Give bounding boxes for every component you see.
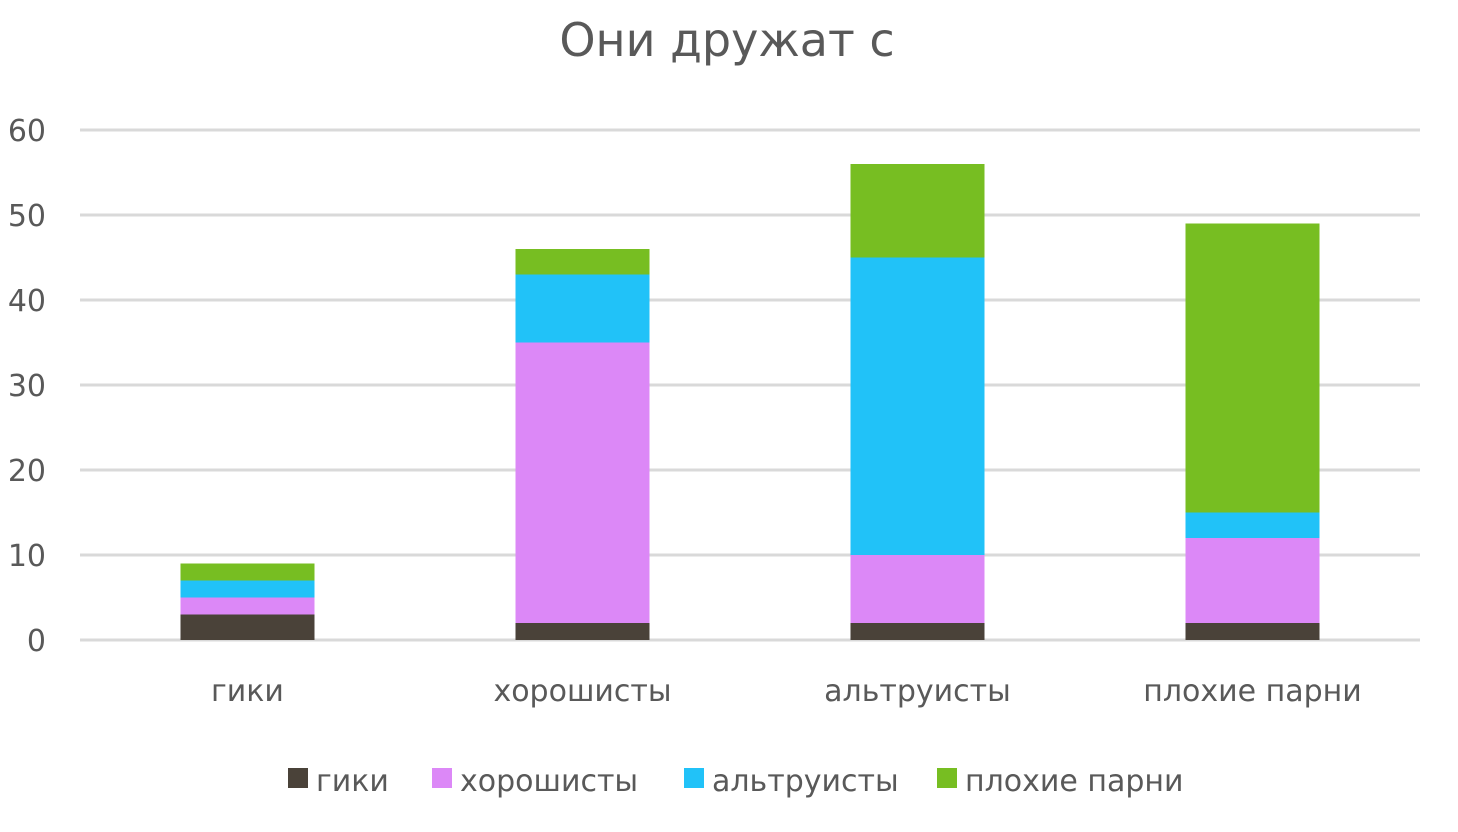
bar-segment: [850, 257, 985, 555]
legend-swatch: [288, 768, 308, 788]
bar-segment: [180, 580, 315, 598]
bar-segment: [1185, 512, 1320, 538]
legend-label: хорошисты: [460, 764, 638, 799]
y-axis-ticks: 0 10 20 30 40 50 60: [8, 114, 46, 659]
gridlines: [80, 128, 1420, 642]
bar-segment: [850, 555, 985, 623]
legend-swatch: [937, 768, 957, 788]
legend-swatch: [432, 768, 452, 788]
bars: [180, 164, 1320, 640]
x-axis-categories: гики хорошисты альтруисты плохие парни: [211, 674, 1362, 709]
x-category-label: хорошисты: [493, 674, 671, 709]
y-tick-label: 20: [8, 454, 46, 489]
y-tick-label: 0: [27, 624, 46, 659]
bar-segment: [180, 597, 315, 615]
bar-segment: [1185, 623, 1320, 640]
bar-segment: [1185, 223, 1320, 513]
x-category-label: плохие парни: [1143, 674, 1362, 709]
bar-segment: [180, 614, 315, 640]
legend-label: альтруисты: [712, 764, 899, 799]
legend-label: плохие парни: [965, 764, 1184, 799]
bar-segment: [515, 342, 650, 623]
bar-segment: [515, 274, 650, 343]
x-category-label: альтруисты: [824, 674, 1011, 709]
bar-segment: [180, 563, 315, 581]
bar-segment: [515, 623, 650, 640]
y-tick-label: 50: [8, 199, 46, 234]
bar-segment: [850, 623, 985, 640]
bar-segment: [1185, 538, 1320, 623]
y-tick-label: 60: [8, 114, 46, 149]
y-tick-label: 40: [8, 284, 46, 319]
legend-swatch: [684, 768, 704, 788]
y-tick-label: 10: [8, 539, 46, 574]
chart-title: Они дружат с: [559, 13, 894, 67]
bar-segment: [850, 164, 985, 258]
legend: гики хорошисты альтруисты плохие парни: [288, 764, 1184, 799]
x-category-label: гики: [211, 674, 284, 709]
legend-label: гики: [316, 764, 389, 799]
y-tick-label: 30: [8, 369, 46, 404]
bar-segment: [515, 249, 650, 275]
